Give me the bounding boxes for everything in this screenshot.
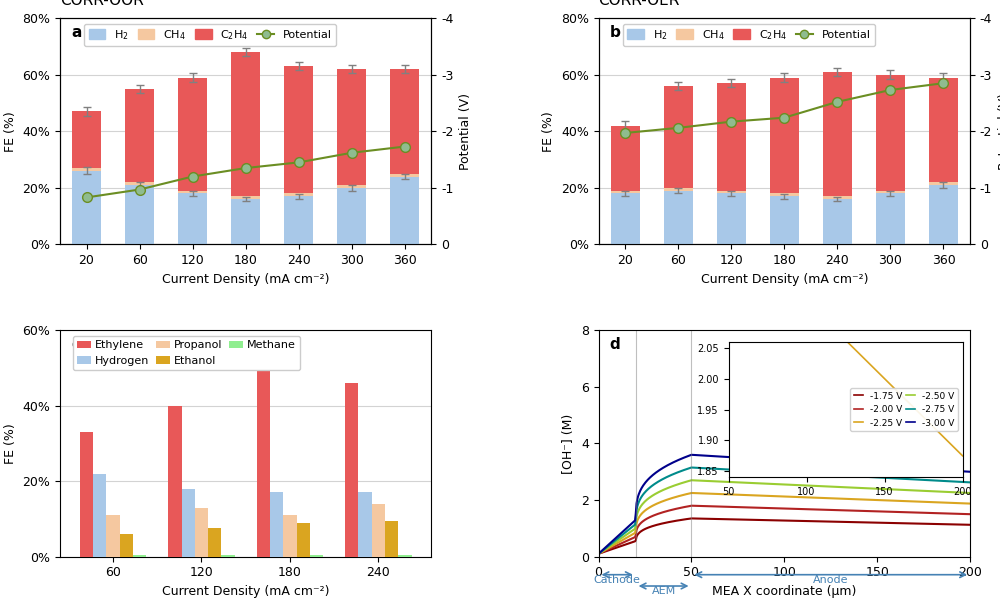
Bar [398,555,412,557]
Bar [284,196,313,244]
Bar [93,474,106,557]
Bar [770,194,799,196]
Bar [611,126,640,191]
Bar [208,528,221,557]
Bar [390,177,419,244]
Y-axis label: [OH⁻] (M): [OH⁻] (M) [562,413,575,474]
Text: a: a [71,25,82,40]
Bar [823,196,852,199]
Bar [133,555,146,557]
Legend: Ethylene, Hydrogen, Propanol, Ethanol, Methane: Ethylene, Hydrogen, Propanol, Ethanol, M… [73,336,300,370]
Bar [664,86,693,188]
Bar [664,191,693,244]
Bar [929,185,958,244]
Text: Cathode: Cathode [594,575,641,584]
Bar [337,69,366,185]
Bar [257,364,270,557]
Bar [876,191,905,194]
Bar [168,406,182,557]
Bar [125,182,154,185]
Bar [717,191,746,194]
Bar [823,72,852,196]
Bar [823,199,852,244]
Bar [231,196,260,199]
Bar [284,194,313,196]
X-axis label: Current Density (mA cm⁻²): Current Density (mA cm⁻²) [162,585,329,598]
Bar [270,492,283,557]
Bar [929,182,958,185]
Bar [358,492,372,557]
Bar [80,432,93,557]
Bar [929,77,958,182]
Bar [231,199,260,244]
Bar [310,555,323,557]
Bar [297,523,310,557]
Bar [770,77,799,194]
Bar [337,188,366,244]
Bar [221,555,235,557]
Bar [770,196,799,244]
Bar [345,383,358,557]
Bar [717,194,746,244]
Legend: H$_2$, CH$_4$, C$_2$H$_4$, Potential: H$_2$, CH$_4$, C$_2$H$_4$, Potential [84,24,336,47]
Text: CORR-OOR: CORR-OOR [60,0,144,8]
Text: CORR-OER: CORR-OER [599,0,680,8]
Bar [231,52,260,196]
Bar [72,111,101,168]
Bar [876,74,905,191]
Bar [390,174,419,177]
Bar [717,83,746,191]
Bar [195,508,208,557]
Text: Anode: Anode [813,575,848,584]
Text: c: c [71,337,80,352]
Y-axis label: FE (%): FE (%) [4,111,17,152]
Bar [178,194,207,244]
Y-axis label: Potential (V): Potential (V) [998,93,1000,170]
Bar [284,66,313,194]
Bar [182,489,195,557]
Bar [72,168,101,171]
Bar [106,515,120,557]
Bar [611,191,640,194]
Text: b: b [610,25,621,40]
Bar [72,171,101,244]
Bar [178,191,207,194]
Y-axis label: FE (%): FE (%) [542,111,555,152]
Legend: H$_2$, CH$_4$, C$_2$H$_4$, Potential: H$_2$, CH$_4$, C$_2$H$_4$, Potential [623,24,875,47]
X-axis label: Current Density (mA cm⁻²): Current Density (mA cm⁻²) [162,273,329,286]
Text: AEM: AEM [651,586,676,596]
Bar [876,194,905,244]
Text: d: d [610,337,620,352]
Bar [125,185,154,244]
Bar [664,188,693,191]
Bar [283,515,297,557]
Bar [125,89,154,182]
X-axis label: Current Density (mA cm⁻²): Current Density (mA cm⁻²) [701,273,868,286]
Bar [337,185,366,188]
Bar [120,534,133,557]
Y-axis label: Potential (V): Potential (V) [459,93,472,170]
X-axis label: MEA X coordinate (μm): MEA X coordinate (μm) [712,585,856,598]
Bar [385,521,398,557]
Bar [390,69,419,174]
Bar [178,77,207,191]
Bar [372,504,385,557]
Bar [611,194,640,244]
Y-axis label: FE (%): FE (%) [4,423,17,464]
